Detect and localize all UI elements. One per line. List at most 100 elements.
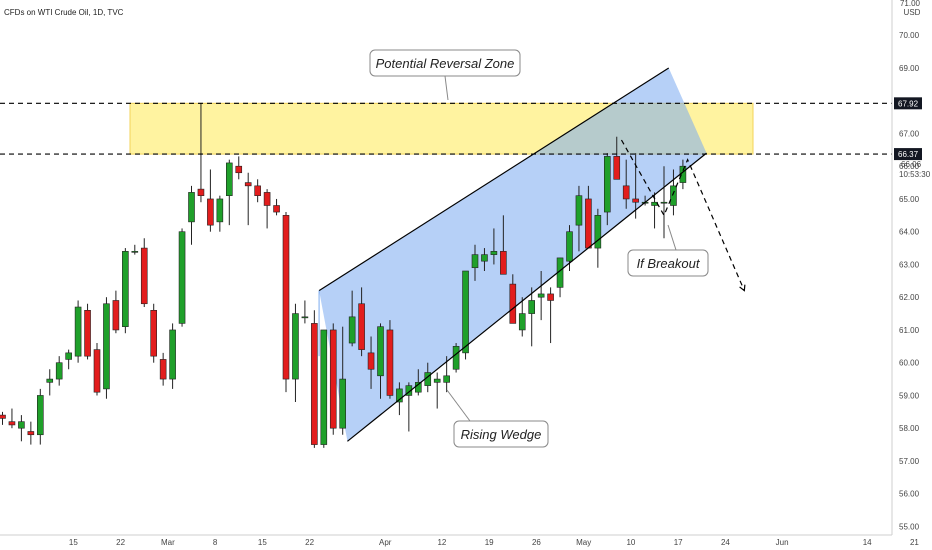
time-axis[interactable]: 15 22 Mar 8 15 22 Apr 12 19 26 May 10 17 24 Jun 14 21 bbox=[69, 538, 919, 547]
rising-wedge-callout[interactable]: Rising Wedge bbox=[446, 389, 549, 448]
candle-body bbox=[311, 323, 318, 445]
candle-body bbox=[490, 251, 498, 255]
candle bbox=[481, 248, 488, 271]
candle-body bbox=[140, 247, 148, 305]
candle-body bbox=[358, 303, 365, 350]
candle bbox=[528, 287, 536, 347]
candle bbox=[207, 169, 214, 232]
price-tick-label: 58.00 bbox=[899, 424, 920, 433]
breakout-projection-path[interactable] bbox=[620, 139, 745, 291]
price-tag-label: 66.37 bbox=[898, 150, 919, 159]
price-tick-label: 70.00 bbox=[899, 31, 920, 40]
candle bbox=[36, 388, 44, 445]
reversal-zone-callout[interactable]: Potential Reversal Zone bbox=[369, 49, 521, 101]
candle-body bbox=[547, 293, 554, 301]
candle-body bbox=[348, 316, 356, 344]
candle-body bbox=[575, 195, 583, 226]
candle-body bbox=[131, 251, 139, 253]
time-tick-label: 26 bbox=[532, 538, 541, 547]
candle bbox=[55, 356, 63, 386]
time-tick-label: 17 bbox=[674, 538, 683, 547]
candle-body bbox=[329, 329, 337, 429]
candle bbox=[518, 297, 526, 337]
candle-body bbox=[566, 231, 573, 262]
candle-body bbox=[46, 378, 54, 383]
candle-body bbox=[65, 352, 72, 360]
candle bbox=[329, 323, 337, 435]
price-tag-bg bbox=[894, 148, 922, 161]
price-tick-label: 56.00 bbox=[899, 490, 920, 499]
candle-body bbox=[613, 156, 621, 180]
candle-body bbox=[462, 270, 469, 354]
candle-body bbox=[150, 309, 157, 357]
candle-body bbox=[93, 349, 101, 393]
candle bbox=[150, 303, 157, 363]
candle-body bbox=[377, 326, 384, 377]
candle-body bbox=[273, 205, 280, 213]
candle bbox=[301, 300, 309, 324]
price-tag-bg bbox=[894, 97, 922, 110]
candle-body bbox=[282, 215, 290, 380]
price-axis-unit: USD bbox=[904, 8, 921, 17]
candle bbox=[603, 153, 611, 226]
candle bbox=[490, 228, 498, 265]
bar-countdown: 10:53:30 bbox=[899, 170, 931, 179]
candle-body bbox=[301, 316, 309, 319]
candle bbox=[112, 290, 120, 334]
candle-body bbox=[169, 329, 176, 380]
candle bbox=[122, 248, 129, 334]
candle bbox=[178, 228, 186, 327]
wedge-lower-trendline[interactable] bbox=[347, 152, 707, 442]
time-tick-label: Jun bbox=[776, 538, 789, 547]
price-tick-label: 59.00 bbox=[899, 391, 920, 400]
candle-body bbox=[0, 414, 6, 419]
candle bbox=[169, 323, 176, 389]
candle bbox=[292, 303, 299, 402]
overlay-layer bbox=[0, 67, 892, 442]
candle bbox=[188, 185, 195, 245]
candle-body bbox=[235, 165, 243, 174]
candle bbox=[386, 320, 394, 399]
candle bbox=[452, 343, 460, 373]
candle bbox=[396, 382, 403, 416]
candle bbox=[0, 411, 6, 425]
candle-body bbox=[84, 309, 91, 357]
candle-body bbox=[518, 313, 526, 331]
candle-body bbox=[537, 293, 545, 298]
candle bbox=[46, 369, 54, 396]
price-tick-label: 55.00 bbox=[899, 522, 920, 531]
candle-body bbox=[339, 378, 347, 429]
time-tick-label: Apr bbox=[379, 538, 392, 547]
if-breakout-label: If Breakout bbox=[637, 256, 701, 271]
candle-body bbox=[528, 300, 536, 314]
price-tick-label: 65.00 bbox=[899, 195, 920, 204]
candle-body bbox=[481, 254, 488, 262]
wedge-upper-trendline[interactable] bbox=[318, 67, 670, 292]
candle-body bbox=[226, 162, 233, 196]
candle bbox=[320, 329, 328, 448]
candle-body bbox=[55, 362, 63, 380]
candle bbox=[197, 103, 205, 203]
if-breakout-callout[interactable]: If Breakout bbox=[627, 224, 709, 277]
price-axis[interactable]: 55.00 56.00 57.00 58.00 59.00 60.00 61.00 62.00… bbox=[899, 31, 920, 531]
price-tag: 66.37 bbox=[894, 148, 922, 161]
candle bbox=[131, 244, 139, 255]
candle-body bbox=[216, 198, 224, 223]
candle bbox=[216, 195, 224, 232]
candle-body bbox=[367, 352, 375, 370]
candle-body bbox=[452, 346, 460, 370]
candle-body bbox=[8, 421, 16, 426]
price-tags: 67.92 66.37 bbox=[894, 97, 922, 161]
candle bbox=[547, 287, 554, 344]
price-tick-label: 61.00 bbox=[899, 326, 920, 335]
candle bbox=[537, 271, 545, 321]
time-tick-label: 14 bbox=[863, 538, 872, 547]
candle bbox=[273, 198, 280, 216]
candle-body bbox=[632, 198, 639, 203]
price-tag-label: 67.92 bbox=[898, 99, 919, 108]
current-price-label: 66.06 bbox=[901, 160, 922, 169]
candle bbox=[462, 270, 469, 360]
candle bbox=[93, 343, 101, 396]
candle bbox=[339, 326, 347, 435]
